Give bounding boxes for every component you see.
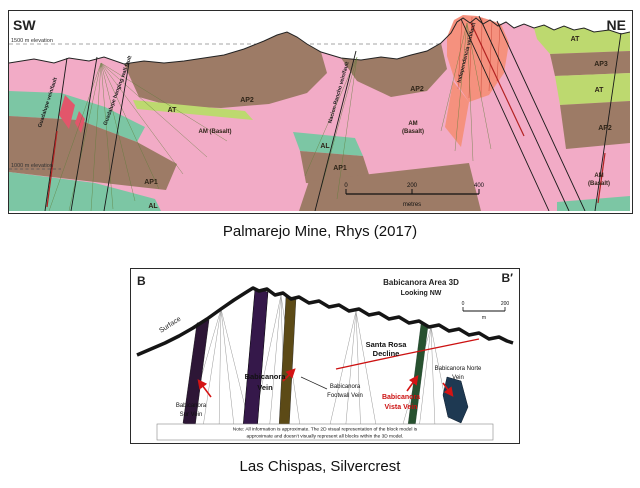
unit-ap1-bottom (299, 163, 481, 211)
label-sur-2: Sur Vein (180, 412, 203, 418)
babicanora-vista-vein (407, 323, 429, 428)
label-ap3: AP3 (594, 61, 608, 68)
unit-labels: AT AP2 AM (Basalt) AL AP1 AP1 AL AP2 AM … (144, 36, 612, 210)
laschispas-figure: B B′ Babicanora Area 3D Looking NW 0 200… (130, 268, 520, 444)
figure-subtitle: Looking NW (401, 290, 442, 297)
arrow-babicanora-vein (282, 368, 296, 382)
scale-0: 0 (344, 183, 348, 189)
santa-rosa-decline-line (335, 338, 480, 370)
vein-lens-2 (75, 111, 85, 133)
label-norte-2: Vein (452, 375, 464, 381)
label-al-left: AL (148, 203, 158, 210)
red-arrows (197, 368, 454, 398)
unit-ap2-middle (124, 32, 327, 108)
unit-at-right-top (534, 25, 630, 54)
label-at-rtop: AT (571, 36, 581, 43)
veins (182, 288, 469, 432)
label-sur-1: Babicanora (176, 403, 207, 409)
arrow-norte-vein (442, 382, 454, 397)
section-end-sw: SW (13, 17, 36, 33)
unit-dike-lower (445, 81, 469, 147)
scale-400: 400 (474, 183, 485, 189)
unit-ap2-right-middle (341, 43, 447, 97)
label-basalt-right: (Basalt) (588, 181, 610, 187)
unit-ap2-right (560, 101, 630, 149)
label-at-right: AT (595, 87, 605, 94)
unit-ap3-right (550, 51, 630, 76)
elevation-label-1500: 1500 m elevation (11, 38, 53, 44)
label-am-basalt: AM (Basalt) (198, 129, 231, 135)
palmarejo-caption: Palmarejo Mine, Rhys (2017) (222, 223, 418, 240)
label-sr-1: Santa Rosa (366, 340, 408, 349)
note-line-1: Note: All information is approximate. Th… (233, 427, 418, 433)
label-ap1-left: AP1 (144, 179, 158, 186)
section-end-ne: NE (607, 17, 626, 33)
babicanora-norte-vein (442, 376, 469, 424)
label-fw-1: Babicanora (330, 384, 361, 390)
drill-traces (48, 22, 492, 211)
scale-bar-3d: 0 200 m (462, 301, 510, 321)
figure-title: Babicanora Area 3D (383, 278, 459, 287)
palmarejo-figure: SW NE 1500 m elevation 1000 m elevation … (8, 10, 633, 214)
footwall-leader-line (300, 376, 328, 390)
scale3d-unit: m (482, 315, 486, 321)
section-end-b-prime: B′ (501, 271, 513, 285)
label-norte-1: Babicanora Norte (435, 366, 482, 372)
block-model-surface (136, 286, 514, 357)
section-end-b: B (137, 274, 146, 288)
label-ap2-rmid: AP2 (410, 86, 424, 93)
vein-lens-1 (59, 95, 75, 129)
vein-labels: Babicanora Sur Vein Babicanora Vein Babi… (176, 340, 482, 418)
scale3d-0: 0 (462, 301, 465, 307)
palmarejo-cross-section: SW NE 1500 m elevation 1000 m elevation … (9, 15, 630, 211)
scale-bar: 0 200 400 metres (344, 183, 484, 208)
arrow-sur-vein (197, 379, 212, 398)
unit-al-right-bottom (557, 196, 630, 211)
label-vista-2: Vista Vein (385, 404, 418, 411)
unit-al-left (9, 91, 145, 142)
babicanora-section: B B′ Babicanora Area 3D Looking NW 0 200… (136, 271, 514, 441)
label-sr-2: Decline (373, 349, 400, 358)
label-basalt-rmid: (Basalt) (402, 129, 424, 135)
label-vista-1: Babicanora (382, 394, 420, 401)
scale3d-200: 200 (501, 301, 510, 307)
label-am-right: AM (594, 173, 603, 179)
label-fw-2: Footwall Vein (327, 393, 363, 399)
label-main-1: Babicanora (245, 372, 287, 381)
label-at: AT (168, 107, 178, 114)
unit-at-right-lower (555, 73, 630, 105)
fault-red-segments (46, 22, 606, 208)
arrow-vista-vein (406, 375, 419, 392)
scale-unit: metres (403, 202, 421, 208)
label-ap2-right: AP2 (598, 125, 612, 132)
geology-layers (9, 15, 630, 211)
unit-at-band (133, 100, 253, 120)
label-ap1-mid: AP1 (333, 165, 347, 172)
label-am-rmid: AM (408, 121, 417, 127)
topographic-surface (9, 17, 630, 65)
unit-dike (447, 15, 509, 102)
babicanora-vein (242, 288, 269, 432)
laschispas-caption: Las Chispas, Silvercrest (239, 458, 401, 475)
surface-label: Surface (158, 316, 182, 335)
elevation-label-1000: 1000 m elevation (11, 163, 53, 169)
babicanora-sur-vein (182, 319, 210, 428)
unit-al-left-bottom (9, 172, 161, 211)
scale-200: 200 (407, 183, 418, 189)
label-al-mid: AL (320, 143, 330, 150)
label-main-2: Vein (257, 383, 273, 392)
label-ap2: AP2 (240, 97, 254, 104)
note-box: Note: All information is approximate. Th… (156, 423, 494, 441)
note-line-2: approximate and doesn't visually represe… (247, 434, 404, 440)
